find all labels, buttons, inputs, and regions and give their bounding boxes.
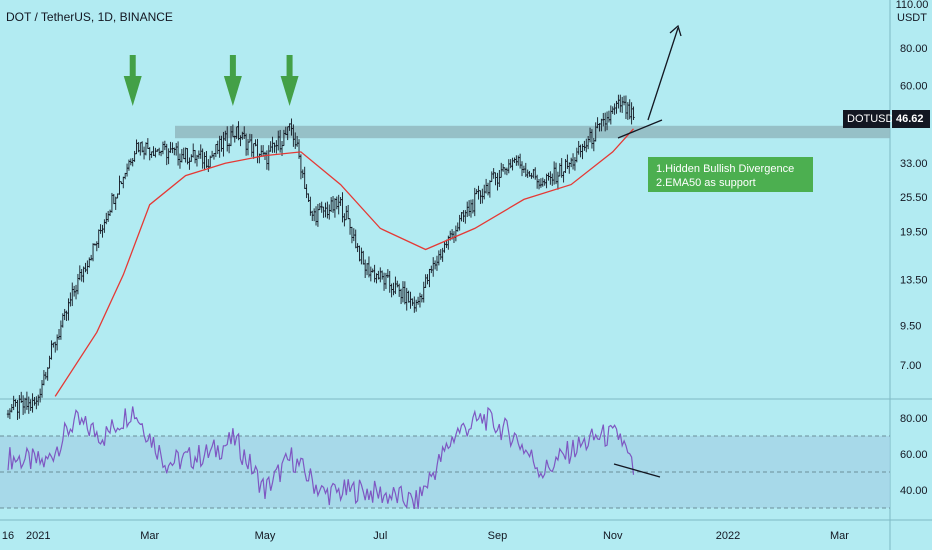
down-arrow-shaft <box>286 55 293 77</box>
time-tick-4: Jul <box>373 530 387 542</box>
price-tick-7: 9.50 <box>900 320 921 332</box>
down-arrow-shaft <box>229 55 236 77</box>
symbol-price-tag: DOTUSDT <box>843 110 900 128</box>
time-tick-5: Sep <box>488 530 508 542</box>
price-pane[interactable] <box>0 0 890 398</box>
resistance-zone <box>175 125 890 139</box>
down-arrow-shaft <box>129 55 136 77</box>
price-support-line <box>617 119 663 139</box>
annotation-line-2: 2.EMA50 as support <box>656 177 756 189</box>
time-tick-8: Mar <box>830 530 849 542</box>
time-tick-1: 2021 <box>26 530 50 542</box>
time-tick-6: Nov <box>603 530 623 542</box>
ema50-layer <box>54 128 634 397</box>
price-tick-8: 7.00 <box>900 360 921 372</box>
annotation-callout[interactable]: 1.Hidden Bullish Divergence 2.EMA50 as s… <box>648 157 813 192</box>
price-axis-currency: USDT <box>897 12 927 24</box>
down-arrow-head <box>280 76 299 106</box>
price-axis-top-label: 110.00 <box>896 0 929 11</box>
price-tick-3: 33.00 <box>900 158 928 170</box>
time-tick-3: May <box>255 530 276 542</box>
price-tick-6: 13.50 <box>900 275 928 287</box>
rsi-tick-0: 80.00 <box>900 413 928 425</box>
projection-line <box>647 27 679 121</box>
rsi-layer <box>0 406 890 510</box>
down-arrow-3 <box>280 55 299 106</box>
last-price-tag: 46.62 <box>892 110 930 128</box>
time-tick-0: 16 <box>2 530 14 542</box>
rsi-line <box>7 406 635 510</box>
rsi-tick-2: 40.00 <box>900 485 928 497</box>
projection-arrowhead <box>669 24 682 37</box>
rsi-divergence-line <box>613 463 661 478</box>
annotation-line-1: 1.Hidden Bullish Divergence <box>656 163 795 175</box>
resistance-zone-layer <box>175 125 890 139</box>
symbol-title: DOT / TetherUS, 1D, BINANCE <box>6 10 173 24</box>
down-arrow-2 <box>223 55 242 106</box>
time-tick-2: Mar <box>140 530 159 542</box>
time-tick-7: 2022 <box>716 530 740 542</box>
price-tick-4: 25.50 <box>900 192 928 204</box>
down-arrow-head <box>223 76 242 106</box>
price-tick-5: 19.50 <box>900 227 928 239</box>
ema50-line <box>54 128 634 397</box>
price-tick-0: 80.00 <box>900 43 928 55</box>
candles-layer <box>6 94 635 420</box>
down-arrow-head <box>123 76 142 106</box>
rsi-tick-1: 60.00 <box>900 449 928 461</box>
price-tick-1: 60.00 <box>900 80 928 92</box>
down-arrow-1 <box>123 55 142 106</box>
drawings-layer <box>123 24 682 139</box>
